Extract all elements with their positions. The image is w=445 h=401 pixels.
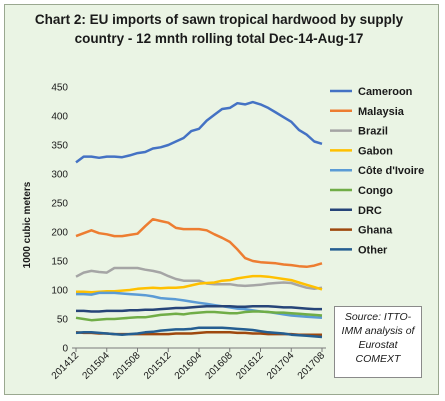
y-tick-label: 50 — [57, 315, 69, 326]
x-tick-label: 201604 — [173, 350, 205, 382]
series-line-drc — [76, 304, 322, 313]
chart-title: Chart 2: EU imports of sawn tropical har… — [34, 12, 404, 46]
y-tick-label: 300 — [51, 170, 68, 181]
x-tick-label: 201708 — [296, 350, 328, 382]
x-tick-label: 201608 — [203, 350, 235, 382]
y-tick-label: 450 — [51, 83, 68, 94]
x-tick-label: 201508 — [111, 350, 143, 382]
legend-label: Côte d'Ivoire — [358, 165, 424, 177]
y-tick-label: 0 — [62, 344, 68, 355]
y-tick-label: 250 — [51, 199, 68, 210]
legend-label: Congo — [358, 185, 393, 197]
y-tick-label: 200 — [51, 228, 68, 239]
series-line-brazil — [75, 266, 323, 291]
series-line-gabon — [76, 274, 323, 294]
x-tick-label: 201612 — [234, 350, 266, 382]
y-tick-label: 100 — [51, 286, 68, 297]
series-line-c-te-d-ivoire — [76, 291, 323, 320]
x-axis-ticks: 201412 201504 201508 201512 201604 201608 2016… — [50, 348, 328, 382]
x-tick-label: 201512 — [142, 350, 174, 382]
x-tick-label: 201704 — [265, 350, 297, 382]
source-note: Source: ITTO-IMM analysis of Eurostat CO… — [334, 306, 422, 378]
legend-label: Other — [358, 244, 388, 256]
x-tick-label: 201412 — [50, 350, 82, 382]
series-lines — [75, 100, 323, 339]
legend-label: Cameroon — [358, 86, 413, 98]
legend-label: Brazil — [358, 126, 388, 138]
y-tick-label: 400 — [51, 112, 68, 123]
x-tick-label: 201504 — [80, 350, 112, 382]
series-line-congo — [75, 310, 323, 322]
series-line-cameroon — [75, 100, 323, 164]
legend-label: Ghana — [358, 225, 393, 237]
series-line-malaysia — [75, 217, 323, 269]
legend-label: Gabon — [358, 145, 393, 157]
y-axis-label: 1000 cubic meters — [22, 181, 33, 268]
y-tick-label: 350 — [51, 141, 68, 152]
series-line-other — [75, 326, 323, 339]
legend: Cameroon Malaysia Brazil Gabon Côte d'Ivoire… — [330, 86, 424, 256]
legend-label: DRC — [358, 205, 382, 217]
y-axis-ticks: 0 50 100 150 200 250 300 350 400 450 — [51, 83, 68, 355]
legend-label: Malaysia — [358, 106, 405, 118]
y-tick-label: 150 — [51, 257, 68, 268]
